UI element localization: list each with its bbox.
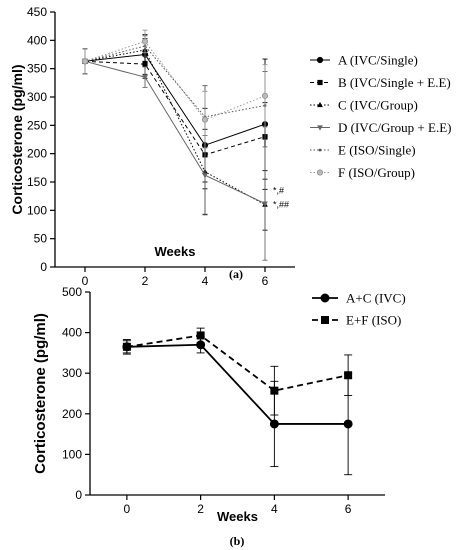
y-tick-label: 300 [27, 90, 47, 104]
legend-item: F (ISO/Group) [310, 165, 415, 180]
legend-label: A+C (IVC) [346, 291, 406, 306]
series-0 [81, 34, 269, 190]
legend-label: D (IVC/Group + E.E) [338, 120, 451, 135]
y-tick-label: 200 [27, 147, 47, 161]
y-tick-label: 100 [27, 203, 47, 217]
y-tick-label: 50 [34, 232, 48, 246]
data-point [317, 125, 323, 131]
y-tick-label: 400 [27, 33, 47, 47]
data-point [202, 173, 208, 179]
data-point [317, 79, 323, 86]
series-line [126, 343, 349, 425]
data-point [201, 116, 209, 123]
series-line [84, 49, 266, 206]
series-1 [82, 48, 268, 190]
series-line [84, 53, 266, 146]
data-point [343, 419, 353, 429]
x-axis-title: Weeks [155, 244, 196, 259]
y-tick-label: 350 [27, 62, 47, 76]
data-point [142, 61, 148, 67]
series-4 [82, 35, 268, 149]
y-tick-label: 150 [27, 175, 47, 189]
series-2 [82, 38, 268, 231]
data-point [316, 169, 324, 176]
series-1 [122, 327, 353, 416]
x-axis-title: Weeks [217, 509, 258, 524]
legend-item: D (IVC/Group + E.E) [310, 120, 451, 135]
y-axis-title: Corticosterone (pg/ml) [32, 313, 49, 474]
x-tick-label: 6 [262, 274, 269, 288]
y-tick-label: 450 [27, 5, 47, 19]
legend-label: E+F (ISO) [346, 313, 401, 328]
x-tick-label: 0 [124, 502, 131, 516]
significance-annotation: *,## [273, 200, 289, 210]
y-axis-title: Corticosterone (pg/ml) [9, 64, 25, 214]
chart-a: 0 50 100 150 200 250 300 350 400 450 0 2 4 6 Corticost… [9, 5, 451, 288]
y-tick-label: 400 [62, 326, 82, 340]
data-point [316, 56, 324, 64]
chart-b: 0 100 200 300 400 500 0 2 4 6 Corticosterone (pg/m… [32, 285, 406, 548]
legend-item: E (ISO/Single) [310, 143, 416, 158]
x-tick-label: 0 [82, 274, 89, 288]
legend-item: A (IVC/Single) [310, 53, 418, 68]
significance-annotation: *,# [273, 186, 284, 196]
legend-label: B (IVC/Single + E.E) [338, 75, 451, 90]
y-tick-label: 100 [62, 447, 82, 461]
x-tick-label: 2 [197, 502, 204, 516]
data-point [262, 201, 268, 207]
x-tick-label: 4 [271, 502, 278, 516]
x-tick-label: 6 [345, 502, 352, 516]
y-tick-label: 300 [62, 366, 82, 380]
data-point [318, 148, 322, 152]
data-point [317, 101, 323, 108]
series-line [84, 60, 266, 156]
x-tick-label: 4 [202, 274, 209, 288]
legend-item: B (IVC/Single + E.E) [310, 75, 451, 90]
legend-item: E+F (ISO) [312, 313, 401, 328]
data-point [261, 92, 269, 99]
x-tick-label: 2 [142, 274, 149, 288]
y-tick-label: 500 [62, 285, 82, 299]
data-point [320, 293, 330, 303]
series-5 [81, 29, 269, 149]
data-point [81, 58, 89, 65]
series-0 [122, 336, 353, 476]
figure-caption: (a) [229, 267, 243, 281]
data-point [141, 38, 149, 45]
legend-label: A (IVC/Single) [338, 53, 418, 68]
data-point [122, 342, 131, 351]
data-point [142, 75, 148, 81]
y-tick-label: 0 [75, 488, 82, 502]
legend-label: C (IVC/Group) [338, 98, 418, 113]
data-point [270, 386, 279, 395]
data-point [344, 371, 353, 380]
series-line [84, 60, 266, 204]
legend-item: C (IVC/Group) [310, 98, 418, 113]
legend-label: F (ISO/Group) [338, 165, 415, 180]
y-tick-label: 200 [62, 407, 82, 421]
data-point [269, 419, 279, 429]
data-point [321, 316, 329, 324]
series-line [84, 40, 266, 121]
series-line [126, 334, 349, 392]
y-tick-label: 0 [40, 260, 47, 274]
y-tick-label: 250 [27, 118, 47, 132]
legend-item: A+C (IVC) [312, 291, 406, 306]
data-point [196, 331, 205, 340]
legend-label: E (ISO/Single) [338, 143, 416, 158]
figure-caption: (b) [230, 534, 245, 548]
